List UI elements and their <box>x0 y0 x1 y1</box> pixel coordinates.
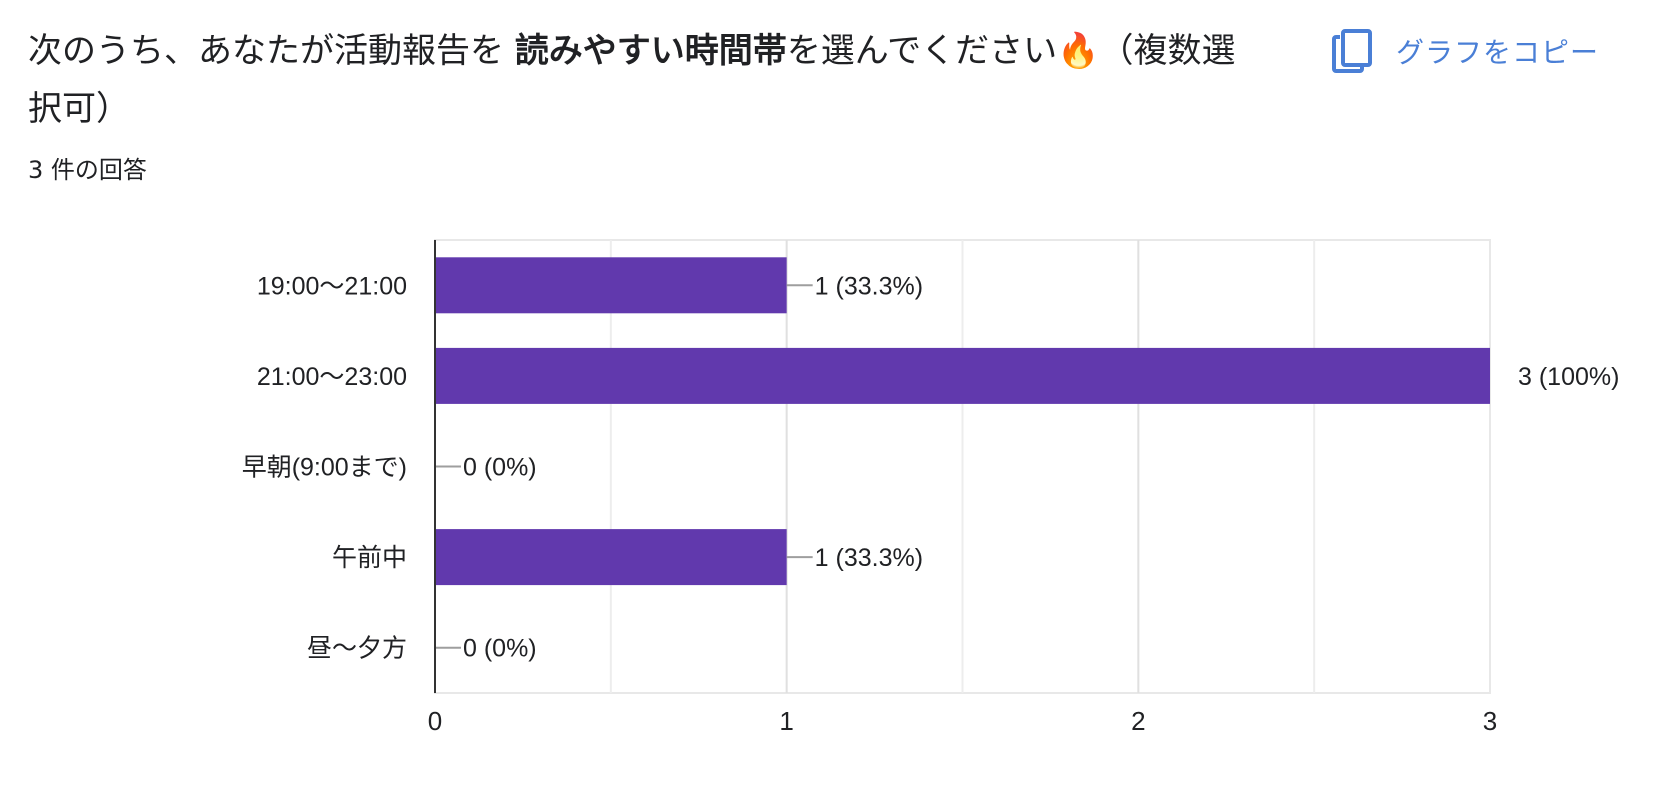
category-label: 午前中 <box>332 544 407 572</box>
data-label: 0 (0%) <box>463 454 537 482</box>
category-label: 19:00〜21:00 <box>257 272 407 300</box>
data-label: 0 (0%) <box>463 635 537 663</box>
copy-chart-label: グラフをコピー <box>1396 36 1600 69</box>
response-count: 3 件の回答 <box>28 156 147 184</box>
x-tick-label: 2 <box>1131 706 1145 736</box>
x-tick-label: 0 <box>428 706 442 736</box>
data-label: 3 (100%) <box>1518 363 1619 391</box>
copy-icon <box>1332 29 1372 73</box>
data-label: 1 (33.3%) <box>815 272 923 300</box>
category-label: 21:00〜23:00 <box>257 363 407 391</box>
bar <box>435 529 787 586</box>
question-text-suffix: を選んでください🔥（複数選択可） <box>28 31 1236 129</box>
bar <box>435 257 787 314</box>
x-tick-label: 1 <box>779 706 793 736</box>
x-tick-label: 3 <box>1483 706 1497 736</box>
category-label: 昼〜夕方 <box>307 635 407 663</box>
data-label: 1 (33.3%) <box>815 544 923 572</box>
question-text-prefix: 次のうち、あなたが活動報告を <box>28 31 515 71</box>
category-label: 早朝(9:00まで) <box>242 454 407 482</box>
question-text-emphasis: 読みやすい時間帯 <box>514 31 787 71</box>
bar <box>435 347 1490 404</box>
question-title: 次のうち、あなたが活動報告を 読みやすい時間帯を選んでください🔥（複数選択可） <box>28 22 1268 138</box>
copy-chart-button[interactable]: グラフをコピー <box>1330 26 1599 76</box>
